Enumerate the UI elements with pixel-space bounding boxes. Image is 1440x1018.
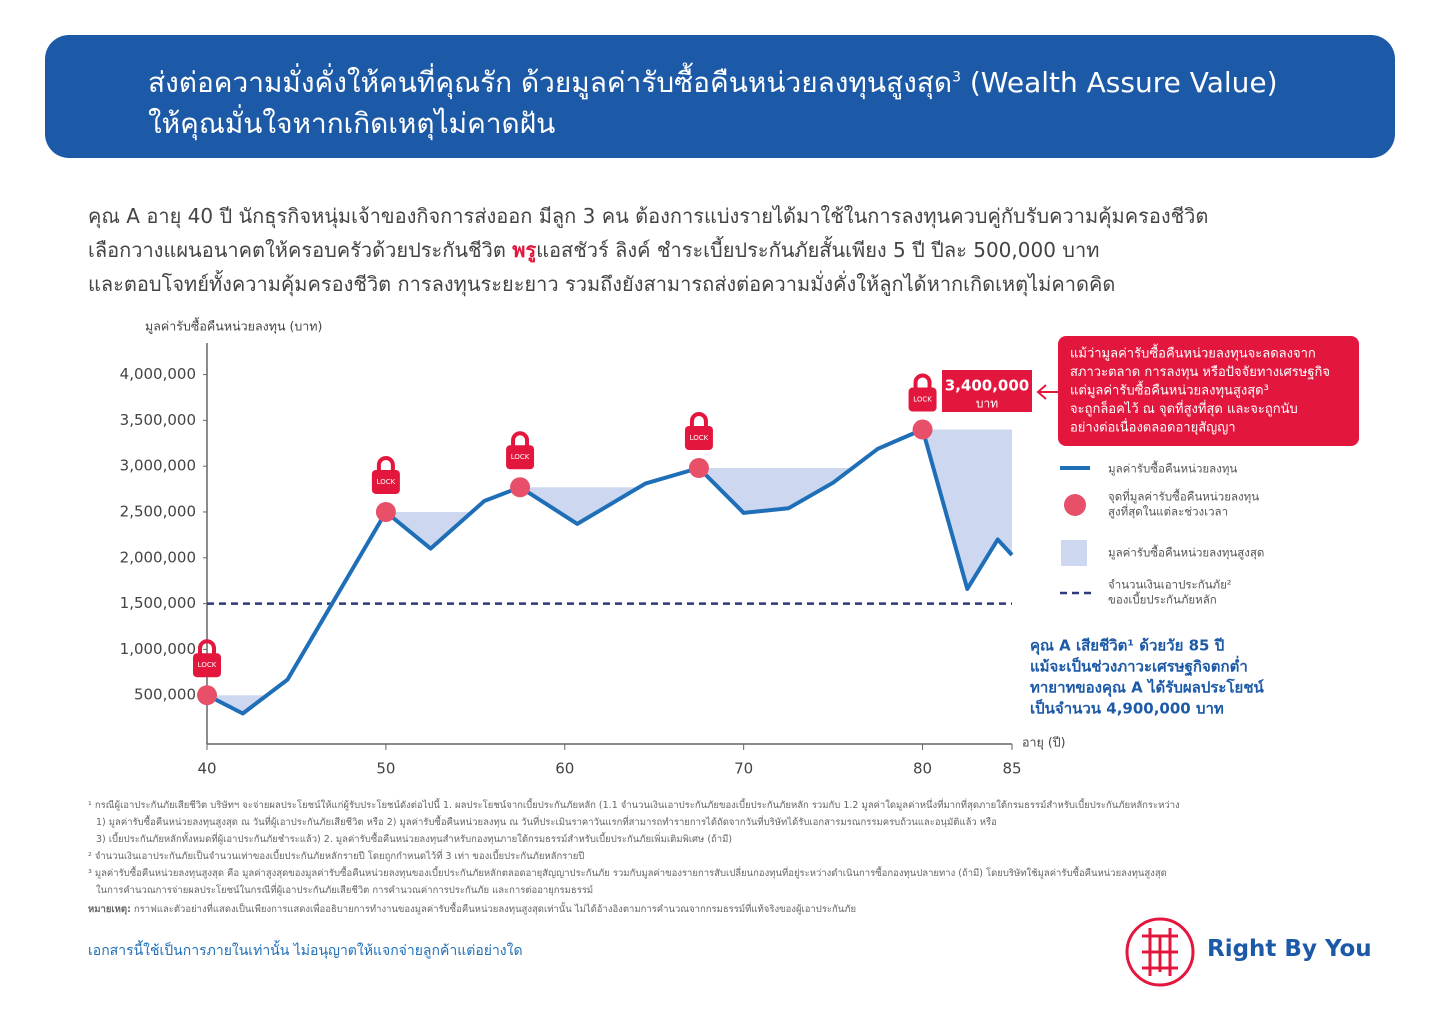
footnote-line: ในการคำนวณการจ่ายผลประโยชน์ในกรณีที่ผู้เ… xyxy=(96,885,594,896)
header-banner: ส่งต่อความมั่งคั่งให้คนที่คุณรัก ด้วยมูล… xyxy=(45,35,1395,158)
callout-arrow xyxy=(1036,384,1058,400)
callout-line: แม้ว่ามูลค่ารับซื้อคืนหน่วยลงทุนจะลดลงจา… xyxy=(1070,344,1316,362)
x-tick-label: 80 xyxy=(913,760,932,778)
disclaimer: เอกสารนี้ใช้เป็นการภายในเท่านั้น ไม่อนุญ… xyxy=(88,943,523,959)
x-tick-label: 85 xyxy=(1002,760,1021,778)
callout-line: แต่มูลค่ารับซื้อคืนหน่วยลงทุนสูงสุด³ xyxy=(1070,381,1269,399)
footnote-line: 1) มูลค่ารับซื้อคืนหน่วยลงทุนสูงสุด ณ วั… xyxy=(96,817,997,828)
intro-line: คุณ A อายุ 40 ปี นักธุรกิจหนุ่มเจ้าของกิ… xyxy=(88,204,1209,228)
intro-line: และตอบโจทย์ทั้งความคุ้มครองชีวิต การลงทุ… xyxy=(88,272,1116,296)
legend-label: มูลค่ารับซื้อคืนหน่วยลงทุนสูงสุด xyxy=(1108,545,1264,560)
lock-shackle xyxy=(913,373,932,389)
lock-body xyxy=(193,653,221,678)
lock-shackle xyxy=(689,412,708,428)
callout-line: จะถูกล็อคไว้ ณ จุดที่สูงที่สุด และจะถูกน… xyxy=(1070,399,1298,417)
lock-body xyxy=(506,445,535,470)
lock-shackle xyxy=(198,639,216,655)
note-line: แม้จะเป็นช่วงภาวะเศรษฐกิจตกต่ำ xyxy=(1030,656,1248,677)
lock-point xyxy=(510,477,531,498)
title-text: (Wealth Assure Value) xyxy=(960,66,1278,99)
value-line xyxy=(206,427,1014,716)
lock-point xyxy=(688,458,709,479)
lock-point xyxy=(375,501,396,522)
y-tick-label: 3,000,000 xyxy=(120,457,196,475)
y-tick-label: 2,500,000 xyxy=(120,502,196,520)
y-tick-label: 500,000 xyxy=(134,686,196,704)
legend-label: มูลค่ารับซื้อคืนหน่วยลงทุน xyxy=(1108,461,1237,476)
remark: หมายเหตุ: กราฟและตัวอย่างที่แสดงเป็นเพีย… xyxy=(88,902,1358,917)
y-tick-label: 1,000,000 xyxy=(120,640,196,658)
logo-mark xyxy=(1125,917,1195,987)
peak-label-box xyxy=(942,370,1032,412)
brand-word: พรู xyxy=(512,238,537,262)
legend-label: จำนวนเงินเอาประกันภัย² xyxy=(1108,578,1232,592)
footnote-line: 3) เบี้ยประกันภัยหลักทั้งหมดที่ผู้เอาประ… xyxy=(96,834,733,845)
lock-label: LOCK xyxy=(377,478,396,486)
intro-line: เลือกวางแผนอนาคตให้ครอบครัวด้วยประกันชีว… xyxy=(88,234,1348,266)
footnote-line: ² จำนวนเงินเอาประกันภัยเป็นจำนวนเท่าของเ… xyxy=(88,851,585,862)
peak-unit: บาท xyxy=(976,397,998,411)
remark-text: กราฟและตัวอย่างที่แสดงเป็นเพียงการแสดงเพ… xyxy=(130,904,857,915)
callout-line: อย่างต่อเนื่องตลอดอายุสัญญา xyxy=(1070,419,1236,436)
lock-label: LOCK xyxy=(690,434,709,442)
legend-dot xyxy=(1064,494,1086,516)
legend-area xyxy=(1061,540,1087,566)
lock-body xyxy=(908,387,937,412)
logo-brand: Right By You xyxy=(1207,936,1372,962)
y-tick-label: 4,000,000 xyxy=(120,365,196,383)
legend-label: ของเบี้ยประกันภัยหลัก xyxy=(1108,592,1217,607)
y-tick-label: 3,500,000 xyxy=(120,411,196,429)
title-text: ส่งต่อความมั่งคั่งให้คนที่คุณรัก ด้วยมูล… xyxy=(148,66,953,99)
intro-text: แอสชัวร์ ลิงค์ ชำระเบี้ยประกันภัยสั้นเพี… xyxy=(536,238,1100,262)
note-line: คุณ A เสียชีวิต¹ ด้วยวัย 85 ปี xyxy=(1030,637,1224,656)
lock-label: LOCK xyxy=(198,661,217,669)
x-axis-label: อายุ (ปี) xyxy=(1022,735,1066,751)
legend-label: จุดที่มูลค่ารับซื้อคืนหน่วยลงทุน xyxy=(1108,489,1259,504)
footnote-line: ¹ กรณีผู้เอาประกันภัยเสียชีวิต บริษัทฯ จ… xyxy=(88,800,1180,811)
lock-body xyxy=(371,469,400,494)
title-line: ให้คุณมั่นใจหากเกิดเหตุไม่คาดฝัน xyxy=(148,107,556,140)
y-axis-label: มูลค่ารับซื้อคืนหน่วยลงทุน (บาท) xyxy=(145,317,322,335)
remark-label: หมายเหตุ: xyxy=(88,904,131,915)
lock-label: LOCK xyxy=(913,396,932,404)
footnote-line: ³ มูลค่ารับซื้อคืนหน่วยลงทุนสูงสุด คือ ม… xyxy=(88,868,1167,879)
x-tick-label: 50 xyxy=(376,760,395,778)
x-tick-label: 60 xyxy=(555,760,574,778)
lock-shackle xyxy=(511,431,530,447)
lock-point xyxy=(197,685,217,706)
legend-label: สูงที่สุดในแต่ละช่วงเวลา xyxy=(1108,504,1228,519)
max-value-area xyxy=(207,429,1012,714)
title-line: ส่งต่อความมั่งคั่งให้คนที่คุณรัก ด้วยมูล… xyxy=(148,61,1278,105)
peak-value: 3,400,000 xyxy=(945,377,1029,395)
callout-box xyxy=(1058,336,1359,446)
y-tick-label: 1,500,000 xyxy=(120,594,196,612)
lock-shackle xyxy=(376,456,395,471)
note-line: เป็นจำนวน 4,900,000 บาท xyxy=(1030,699,1224,718)
intro-text: เลือกวางแผนอนาคตให้ครอบครัวด้วยประกันชีว… xyxy=(88,238,513,262)
lock-point xyxy=(912,419,933,440)
title-superscript: 3 xyxy=(952,69,961,86)
lock-body xyxy=(684,426,713,451)
x-tick-label: 70 xyxy=(734,760,753,778)
y-tick-label: 2,000,000 xyxy=(120,548,196,566)
x-tick-label: 40 xyxy=(197,760,216,778)
callout-line: สภาวะตลาด การลงทุน หรือปัจจัยทางเศรษฐกิจ xyxy=(1070,364,1330,380)
lock-label: LOCK xyxy=(511,453,530,461)
note-line: ทายาทของคุณ A ได้รับผลประโยชน์ xyxy=(1030,678,1265,698)
